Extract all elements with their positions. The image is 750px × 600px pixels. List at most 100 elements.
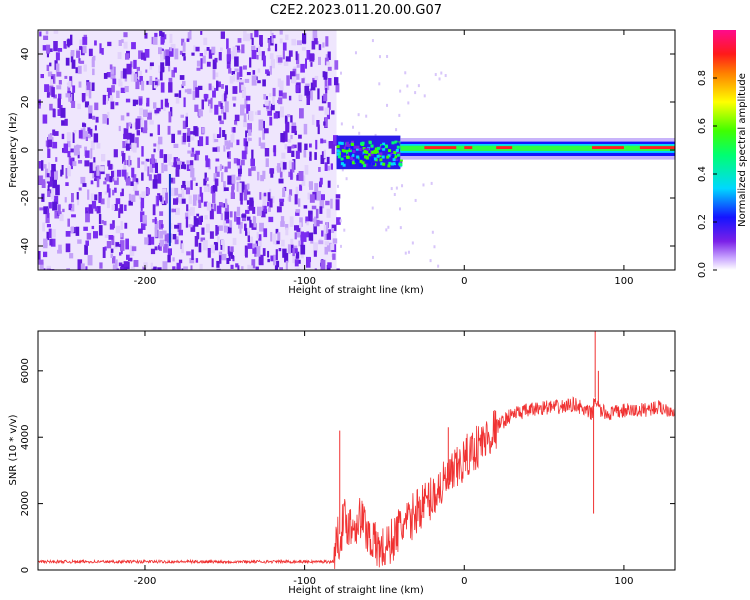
noise-cell [199,186,202,197]
noise-cell [55,184,60,196]
noise-cell [88,89,92,99]
noise-cell [186,164,191,171]
noise-cell [323,149,326,159]
signal-cell [345,155,349,159]
carrier-peak [464,146,473,150]
noise-cell [129,133,135,145]
noise-cell [216,134,221,138]
noise-cell [61,133,65,140]
noise-cell [45,31,49,35]
signal-cell [358,147,362,151]
noise-cell [160,82,165,93]
noise-cell [211,185,214,194]
noise-cell [186,180,192,187]
noise-cell [250,158,255,167]
spectrogram-x-tick-label: -100 [293,276,316,287]
noise-cell [232,46,237,57]
noise-cell [226,54,231,62]
snr-y-tick-label: 4000 [20,424,31,449]
noise-cell [276,165,281,171]
spectrogram-y-ticks: -40 -20 0 20 40 [20,48,675,254]
noise-cell [67,165,71,177]
noise-cell [294,259,299,267]
spectrogram-x-tick-label: 100 [614,276,633,287]
noise-cell [228,253,231,261]
noise-cell [72,132,75,143]
noise-cell [179,50,183,55]
noise-cell [115,102,119,106]
signal-cell [368,153,372,157]
spectrogram-y-tick-label: 40 [20,48,31,61]
noise-cell [110,73,116,80]
noise-cell [231,71,235,75]
noise-cell [177,197,182,204]
signal-cell [356,155,360,159]
noise-cell [193,126,198,136]
noise-cell [288,139,292,143]
noise-cell [245,228,248,236]
noise-cell [313,250,317,257]
noise-cell [76,144,80,155]
sparse-cell [444,74,447,78]
spectrogram-y-tick-label: 20 [20,96,31,109]
noise-cell [218,202,223,208]
noise-cell [280,216,285,224]
noise-cell [331,228,335,233]
signal-cell [350,156,354,160]
snr-x-tick-label: -200 [134,576,157,587]
noise-cell [298,171,304,181]
noise-cell [77,239,82,244]
noise-cell [217,166,221,172]
snr-x-tick-label: -100 [293,576,316,587]
noise-cell [41,179,46,188]
noise-cell [177,222,182,232]
noise-cell [101,220,104,224]
noise-cell [324,107,330,115]
noise-cell [296,40,302,46]
noise-cell [193,45,196,52]
noise-cell [138,117,144,128]
noise-cell [260,142,266,149]
noise-cell [89,128,93,137]
noise-cell [218,115,222,121]
noise-cell [131,194,136,202]
sparse-cell [404,251,407,255]
noise-cell [84,244,88,255]
noise-cell [273,254,276,266]
noise-cell [327,165,330,171]
noise-cell [149,161,154,173]
noise-cell [262,193,265,199]
noise-cell [144,49,150,58]
noise-cell [276,206,282,213]
noise-cell [230,192,235,199]
noise-cell [107,111,110,119]
noise-cell [111,170,114,180]
noise-cell [121,169,127,177]
noise-cell [326,222,329,234]
noise-cell [244,78,250,83]
noise-cell [327,51,331,60]
signal-cell [381,155,385,159]
noise-cell [214,139,219,143]
noise-cell [124,268,128,270]
noise-cell [257,110,261,115]
noise-cell [243,113,247,123]
noise-cell [40,74,44,79]
signal-cell [371,150,375,154]
noise-cell [144,32,148,39]
noise-cell [274,43,278,52]
colorbar-tick-label: 0.0 [697,262,708,278]
noise-cell [184,212,189,220]
noise-cell [252,248,257,254]
noise-cell [336,268,340,270]
signal-cell [353,145,357,149]
noise-cell [279,38,283,44]
noise-cell [195,150,200,155]
noise-cell [262,170,266,180]
noise-cell [91,58,95,68]
noise-cell [278,248,282,252]
noise-cell [206,61,211,67]
noise-cell [43,251,48,258]
noise-cell [332,253,336,260]
noise-cell [82,45,87,54]
